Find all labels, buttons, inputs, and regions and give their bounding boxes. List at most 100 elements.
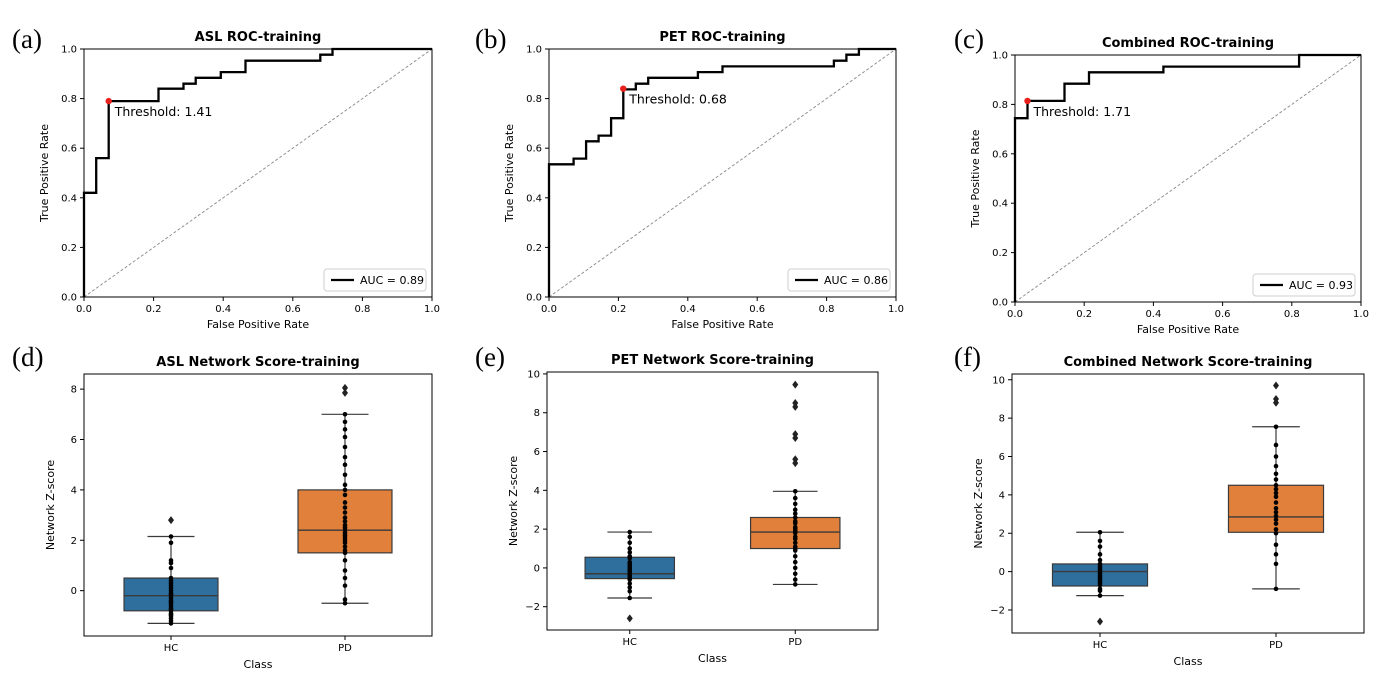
data-point — [342, 522, 348, 528]
data-point — [342, 519, 348, 524]
y-tick-label: 2 — [534, 525, 540, 536]
plot-frame — [548, 48, 897, 298]
chart-title: Combined ROC-training — [1102, 36, 1274, 51]
data-point — [342, 462, 348, 467]
outlier-point — [792, 399, 799, 408]
x-tick-label: 0.6 — [285, 304, 301, 315]
y-tick-label: 0.8 — [61, 94, 77, 105]
outlier-point — [1097, 617, 1103, 626]
y-tick-label: 0.0 — [992, 298, 1008, 309]
data-point — [342, 427, 348, 432]
x-axis-label: Class — [244, 658, 273, 671]
x-tick-label: 0.2 — [610, 304, 626, 315]
data-point — [342, 544, 348, 549]
panel-label-e: (e) — [475, 342, 505, 372]
roc-curve — [547, 47, 896, 297]
y-tick-label: 0.0 — [61, 293, 77, 304]
x-axis-label: False Positive Rate — [1137, 323, 1239, 336]
data-point — [168, 565, 174, 571]
data-point — [342, 472, 348, 478]
data-point — [342, 500, 348, 505]
data-point — [342, 515, 348, 520]
data-point — [627, 553, 633, 559]
data-point — [1273, 471, 1279, 477]
x-axis-label: False Positive Rate — [671, 318, 773, 331]
x-axis-label: Class — [698, 652, 727, 665]
panel-f: (f) Combined Network Score-training HC PD −… — [930, 340, 1398, 682]
y-tick-label: 2 — [71, 536, 77, 547]
x-tick-label: PD — [1269, 640, 1283, 651]
x-tick-label: HC — [622, 637, 637, 648]
data-point — [627, 546, 633, 551]
panel-label-f: (f) — [954, 342, 981, 372]
x-tick-label: PD — [338, 643, 352, 654]
y-axis-label: True Positive Rate — [503, 124, 516, 223]
data-point — [1273, 505, 1279, 511]
panel-label-c: (c) — [954, 24, 984, 54]
x-tick-label: 1.0 — [888, 304, 904, 315]
plot-frame — [1011, 373, 1365, 634]
chance-diagonal — [548, 48, 897, 298]
y-axis-label: Network Z-score — [972, 458, 985, 549]
data-point — [1273, 494, 1279, 500]
data-point — [627, 585, 633, 590]
data-point — [342, 505, 348, 510]
x-tick-label: 0.4 — [215, 304, 231, 315]
x-tick-label: 0.8 — [819, 304, 835, 315]
y-axis-label: Network Z-score — [507, 456, 520, 547]
y-tick-label: 0.4 — [526, 193, 542, 204]
data-point — [1273, 500, 1279, 505]
data-point — [1273, 424, 1279, 430]
legend-box — [1252, 273, 1356, 297]
chart-title: PET ROC-training — [659, 30, 785, 45]
threshold-point — [620, 85, 627, 92]
y-tick-label: 6 — [71, 435, 77, 446]
roc-curve — [1013, 53, 1361, 302]
y-tick-label: 8 — [999, 414, 1005, 425]
x-tick-label: 0.6 — [749, 304, 765, 315]
panel-c: (c) Combined ROC-training Threshold: 1.71… — [930, 0, 1398, 340]
y-tick-label: 4 — [999, 490, 1005, 501]
panel-a: (a) ASL ROC-training Threshold: 1.41 0.0 0.… — [0, 0, 460, 340]
data-point — [792, 553, 798, 559]
data-point — [168, 534, 174, 539]
data-point — [627, 529, 633, 535]
y-tick-label: 0.6 — [526, 144, 542, 155]
data-point — [792, 495, 798, 501]
y-tick-label: 6 — [534, 447, 540, 458]
box-chart-pet: PET Network Score-training HC PD −2 0 2 4 6 8 10 C… — [507, 353, 879, 665]
data-point — [342, 568, 348, 573]
y-tick-label: −2 — [525, 602, 540, 613]
data-point — [1273, 561, 1279, 567]
x-tick-label: HC — [164, 643, 179, 654]
outlier-point — [342, 388, 348, 397]
data-point — [1273, 442, 1279, 448]
data-point — [342, 412, 348, 417]
data-point — [792, 524, 798, 530]
data-point — [627, 534, 633, 540]
y-axis-label: True Positive Rate — [969, 129, 982, 228]
box-hc — [123, 516, 219, 626]
data-point — [342, 548, 348, 553]
data-point — [1097, 593, 1103, 598]
x-tick-label: 0.6 — [1215, 309, 1231, 320]
box-chart-combined: Combined Network Score-training HC PD −2 0 2 4… — [972, 355, 1365, 668]
data-point — [1097, 561, 1103, 567]
box-hc — [584, 529, 676, 623]
legend: AUC = 0.86 — [787, 268, 891, 292]
data-point — [342, 600, 348, 606]
data-point — [627, 540, 633, 546]
x-tick-label: 0.0 — [541, 304, 557, 315]
data-point — [1273, 463, 1279, 469]
data-point — [1097, 538, 1103, 544]
data-point — [168, 558, 174, 563]
y-tick-label: 0.6 — [61, 144, 77, 155]
data-point — [792, 544, 798, 549]
data-point — [627, 581, 633, 586]
legend-label: AUC = 0.89 — [360, 274, 424, 287]
outlier-point — [168, 516, 174, 525]
chance-diagonal — [1014, 54, 1362, 303]
y-tick-label: 8 — [71, 385, 77, 396]
plot-frame — [1014, 54, 1362, 303]
